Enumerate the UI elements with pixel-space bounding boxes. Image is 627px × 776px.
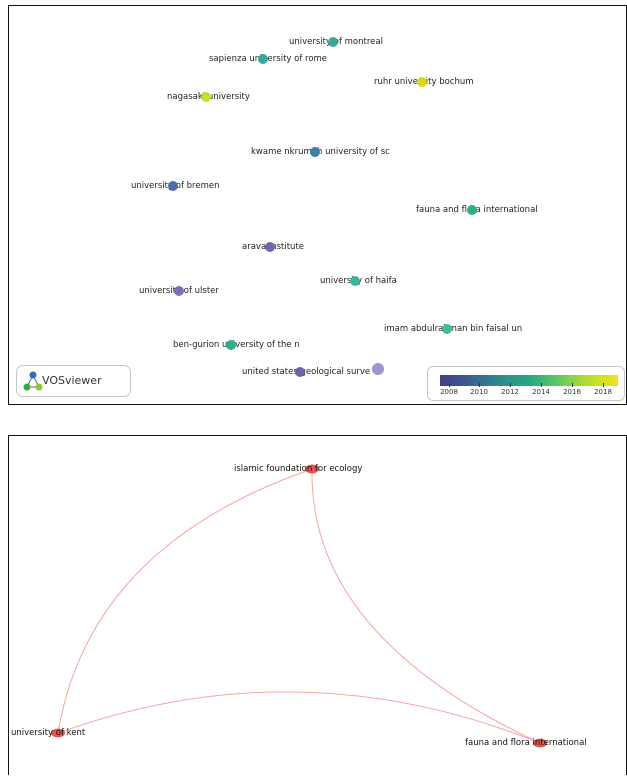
node-bremen[interactable] bbox=[168, 181, 178, 191]
edge-islamic-fauna bbox=[311, 468, 541, 744]
edge-islamic-kent bbox=[57, 468, 313, 734]
node-fauna[interactable] bbox=[467, 205, 477, 215]
node-label-kwame: kwame nkrumah university of sc bbox=[251, 147, 390, 157]
node-label-islamic: islamic foundation for ecology bbox=[234, 464, 363, 474]
legend-gradient-bar bbox=[440, 375, 618, 386]
node-montreal[interactable] bbox=[328, 37, 338, 47]
node-nagasaki[interactable] bbox=[201, 92, 211, 102]
node-label-ben-gurion: ben-gurion university of the n bbox=[173, 340, 300, 350]
edge-kent-fauna bbox=[57, 691, 541, 744]
legend-tick-label: 2014 bbox=[532, 388, 550, 396]
node-islamic bbox=[305, 464, 319, 474]
color-legend: 2008 2010 2012 2014 2016 2018 bbox=[427, 366, 625, 401]
network-edges bbox=[51, 464, 547, 748]
legend-tick-label: 2010 bbox=[470, 388, 488, 396]
vosviewer-logo-text: VOSviewer bbox=[42, 374, 102, 387]
node-usgs[interactable] bbox=[295, 367, 305, 377]
node-sapienza[interactable] bbox=[258, 54, 268, 64]
node-ruhr[interactable] bbox=[417, 77, 427, 87]
legend-tick-label: 2018 bbox=[594, 388, 612, 396]
node-ulster[interactable] bbox=[174, 286, 184, 296]
node-haifa[interactable] bbox=[350, 276, 360, 286]
node-ben-gurion[interactable] bbox=[226, 340, 236, 350]
node-arava[interactable] bbox=[265, 242, 275, 252]
legend-tick-label: 2016 bbox=[563, 388, 581, 396]
node-imam[interactable] bbox=[442, 324, 452, 334]
overlay-map-panel[interactable]: university of montreal sapienza universi… bbox=[8, 5, 627, 405]
node-label-sapienza: sapienza university of rome bbox=[209, 54, 328, 64]
network-map-panel[interactable]: islamic foundation for ecology universit… bbox=[8, 435, 627, 775]
node-kent bbox=[51, 728, 65, 738]
node-unlabeled[interactable] bbox=[372, 363, 384, 375]
vosviewer-logo-icon bbox=[23, 371, 43, 391]
node-kwame[interactable] bbox=[310, 147, 320, 157]
legend-tick-label: 2012 bbox=[501, 388, 519, 396]
node-label-imam: imam abdulrahman bin faisal un bbox=[384, 324, 523, 334]
node-label-kent: university of kent bbox=[11, 728, 86, 738]
node-fauna-bottom bbox=[533, 738, 547, 748]
vosviewer-logo: VOSviewer bbox=[16, 365, 131, 397]
node-label-usgs: united states geological surve bbox=[242, 367, 371, 377]
legend-tick-label: 2008 bbox=[440, 388, 458, 396]
node-label-fauna-bottom: fauna and flora international bbox=[465, 738, 587, 748]
